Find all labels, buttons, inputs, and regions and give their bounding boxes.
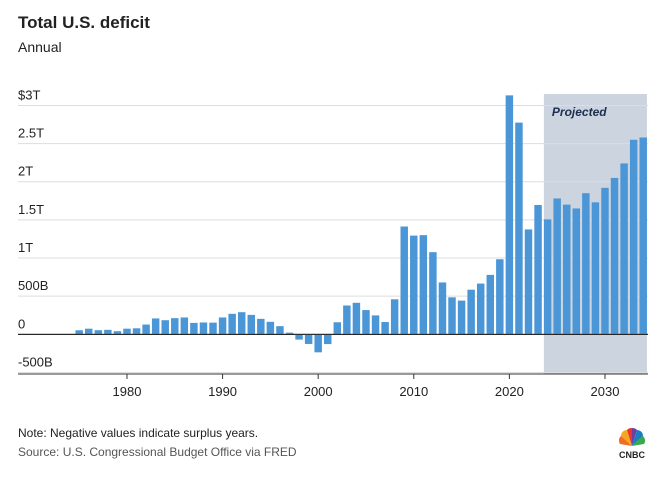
y-tick-label: $3T [18, 87, 40, 102]
bar [218, 317, 227, 335]
bar [524, 229, 533, 335]
bar [151, 318, 160, 335]
bar [199, 322, 208, 335]
bar [257, 318, 265, 335]
source: Source: U.S. Congressional Budget Office… [18, 445, 297, 459]
bar [467, 289, 475, 335]
bar [190, 322, 198, 335]
bar [228, 313, 236, 335]
x-tick-label: 2030 [591, 384, 620, 399]
bar [448, 297, 456, 335]
bar [572, 208, 581, 335]
bar [371, 315, 380, 335]
bar [563, 204, 571, 335]
bar [601, 187, 609, 335]
bar [123, 328, 131, 335]
logo-text: CNBC [619, 450, 645, 460]
bar [180, 317, 189, 335]
bar [419, 235, 428, 335]
bar [457, 300, 466, 335]
bar [352, 302, 361, 335]
bar [620, 163, 628, 335]
bar [75, 330, 83, 335]
y-tick-label: 0 [18, 316, 25, 331]
bar [132, 328, 141, 335]
bar [113, 331, 122, 335]
bar [171, 318, 179, 335]
bar [553, 198, 561, 335]
bar [582, 193, 590, 335]
y-tick-label: -500B [18, 354, 53, 369]
bar [209, 322, 217, 335]
bar [505, 95, 514, 335]
bar [304, 334, 313, 344]
x-tick-label: 1990 [208, 384, 237, 399]
bar [94, 330, 103, 335]
logo-icon [618, 427, 646, 446]
x-tick-label: 2000 [304, 384, 333, 399]
bar [476, 283, 485, 335]
y-tick-label: 2T [18, 164, 33, 179]
bar [237, 312, 246, 335]
bar [429, 252, 437, 335]
bar [343, 305, 351, 335]
bar [314, 334, 322, 353]
y-tick-label: 1.5T [18, 202, 44, 217]
bar [104, 329, 112, 335]
y-tick-label: 2.5T [18, 126, 44, 141]
bar [362, 310, 370, 335]
bar [276, 326, 284, 335]
bar [496, 259, 504, 335]
chart-title: Total U.S. deficit [18, 13, 150, 32]
bar [400, 226, 408, 335]
bar [543, 219, 552, 335]
bar [629, 139, 638, 335]
bar [324, 334, 332, 345]
bar [85, 328, 93, 335]
bar [266, 321, 275, 335]
bar [381, 322, 389, 335]
bar [285, 332, 294, 335]
bar [486, 274, 494, 335]
x-tick-label: 1980 [113, 384, 142, 399]
x-tick-label: 2020 [495, 384, 524, 399]
bar [534, 205, 542, 335]
projected-label: Projected [552, 105, 607, 119]
bar [295, 334, 303, 340]
bar [610, 177, 619, 335]
y-tick-label: 500B [18, 278, 48, 293]
bar [591, 202, 600, 335]
bar [142, 324, 150, 335]
bar [333, 322, 342, 335]
bar [247, 314, 255, 335]
note: Note: Negative values indicate surplus y… [18, 426, 258, 440]
x-tick-label: 2010 [399, 384, 428, 399]
bar [161, 320, 169, 335]
chart-subtitle: Annual [18, 39, 62, 55]
bar [390, 299, 399, 335]
bar [515, 122, 523, 335]
y-tick-label: 1T [18, 240, 33, 255]
bar [639, 137, 647, 335]
bar [410, 235, 418, 335]
bar [438, 282, 447, 335]
